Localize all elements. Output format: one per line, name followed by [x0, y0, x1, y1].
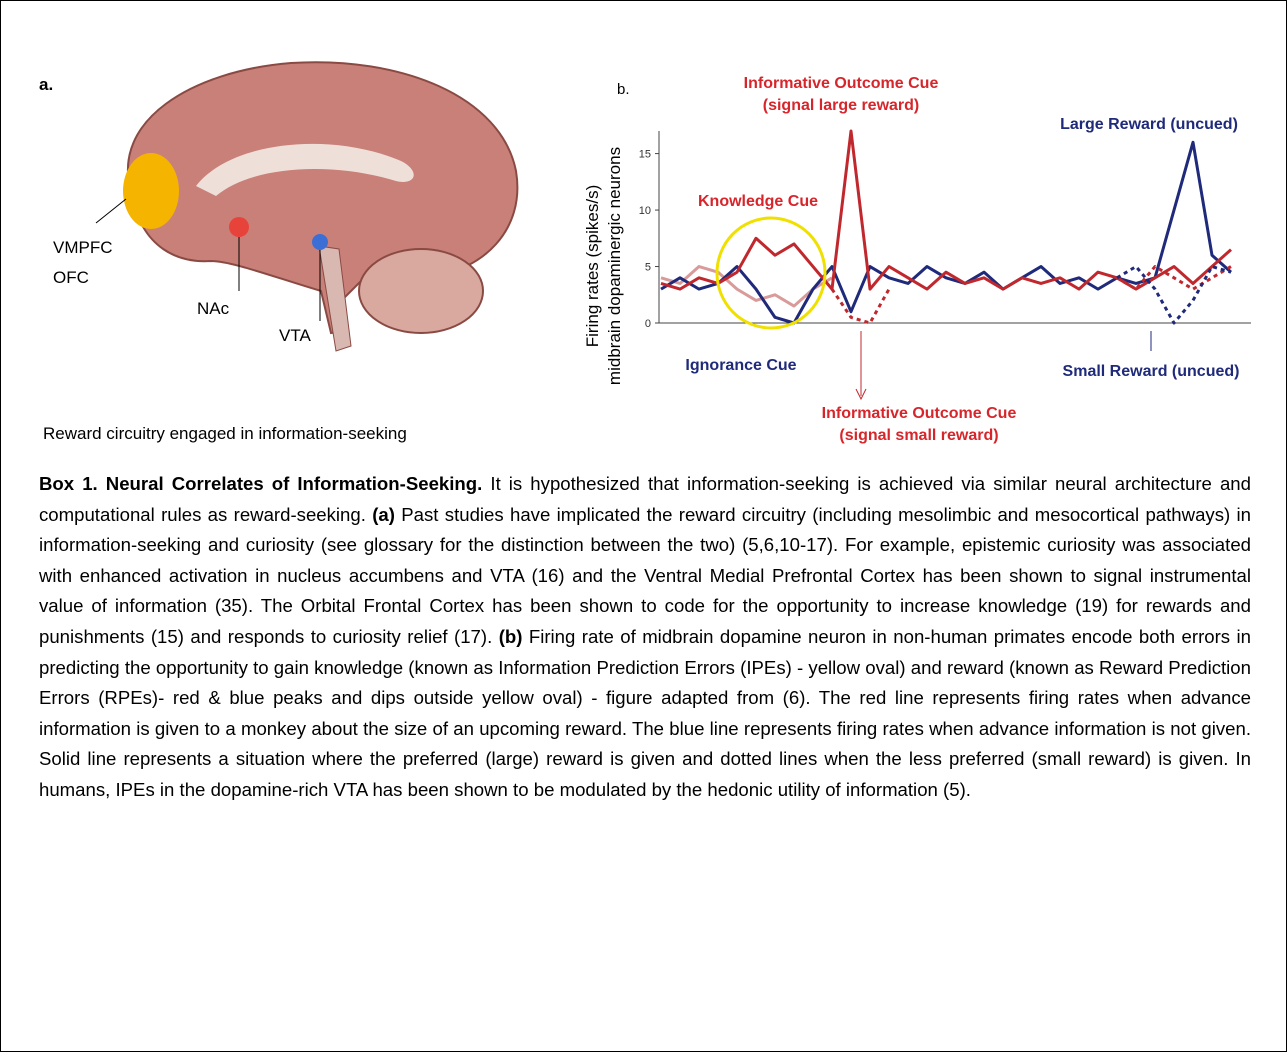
caption: Box 1. Neural Correlates of Information-…: [39, 469, 1251, 806]
annotation-line: Knowledge Cue: [698, 191, 818, 213]
y-axis-label: Firing rates (spikes/s): [583, 185, 602, 347]
annotation: Informative Outcome Cue(signal small rew…: [822, 403, 1017, 447]
y-tick-label: 0: [645, 318, 651, 330]
annotation: Knowledge Cue: [698, 191, 818, 213]
panel-caption: Reward circuitry engaged in information-…: [43, 424, 407, 444]
annotation: Large Reward (uncued): [1060, 114, 1238, 136]
figure-box: 0 5 10 15 Firing rates (spikes/s)midbrain do…: [0, 0, 1287, 1052]
annotation: Small Reward (uncued): [1063, 361, 1240, 383]
series-line: [832, 267, 1231, 323]
caption-segment: (a): [372, 504, 395, 525]
region-label: OFC: [53, 268, 89, 288]
region-label: VMPFC: [53, 238, 113, 258]
caption-segment: Box 1. Neural Correlates of Information-…: [39, 473, 482, 494]
cerebellum: [359, 249, 483, 333]
y-tick-label: 15: [639, 149, 651, 161]
region-label: VTA: [279, 326, 311, 346]
nac-highlight: [229, 217, 249, 237]
vmpfc-highlight: [123, 153, 179, 229]
annotation: Ignorance Cue: [685, 355, 796, 377]
annotation-line: Small Reward (uncued): [1063, 361, 1240, 383]
caption-segment: Firing rate of midbrain dopamine neuron …: [39, 626, 1251, 800]
plot: [661, 131, 1231, 323]
pointer: [96, 199, 126, 223]
annotation-line: (signal small reward): [822, 425, 1017, 447]
y-tick-label: 5: [645, 262, 651, 274]
caption-segment: (b): [499, 626, 523, 647]
vta-highlight: [312, 234, 328, 250]
y-axis-label: midbrain dopaminergic neurons: [605, 147, 624, 385]
annotation-line: (signal large reward): [744, 95, 939, 117]
panel-label: b.: [617, 81, 630, 98]
annotation-line: Ignorance Cue: [685, 355, 796, 377]
annotation-line: Informative Outcome Cue: [822, 403, 1017, 425]
panel-label: a.: [39, 75, 53, 95]
annotation: Informative Outcome Cue(signal large rew…: [744, 73, 939, 117]
annotation-line: Informative Outcome Cue: [744, 73, 939, 95]
region-label: NAc: [197, 299, 229, 319]
y-tick-label: 10: [639, 205, 651, 217]
annotation-line: Large Reward (uncued): [1060, 114, 1238, 136]
